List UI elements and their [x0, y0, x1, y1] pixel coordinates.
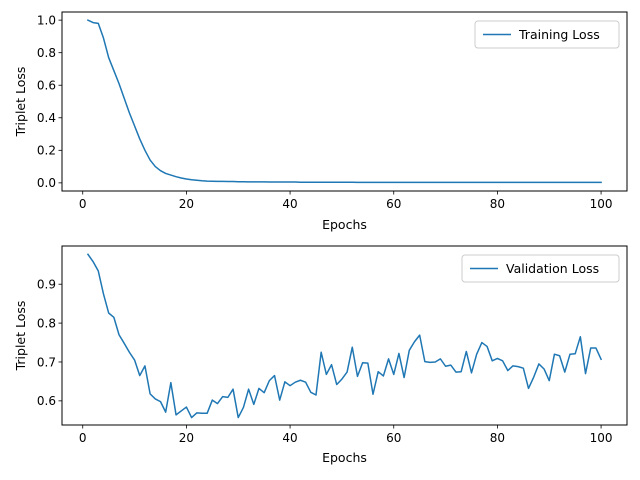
validation-legend-label: Validation Loss	[506, 261, 599, 276]
training-y-axis-label: Triplet Loss	[13, 67, 28, 138]
training-x-tick-label: 0	[79, 197, 87, 211]
validation-y-tick-label: 0.9	[37, 278, 56, 292]
training-x-tick-label: 100	[590, 197, 613, 211]
training-legend-box	[474, 20, 620, 49]
training-axes-frame	[61, 11, 628, 192]
training-legend-label: Training Loss	[518, 27, 600, 42]
validation-x-tick-label: 40	[282, 431, 297, 445]
training-y-tick-label: 0.2	[37, 144, 56, 158]
validation-x-tick-label: 60	[386, 431, 401, 445]
training-y-tick-label: 0.4	[37, 111, 56, 125]
training-loss-plot: 0 20 40 60 80 100 0.0 0.2 0.4 0.6 0.8 1.0 Epochs Trip…	[13, 11, 628, 232]
validation-axes-frame	[61, 245, 628, 426]
validation-legend: Validation Loss	[461, 254, 620, 283]
validation-series-line-0	[86, 253, 603, 419]
training-y-tick-label: 1.0	[37, 13, 56, 27]
training-y-tick-label: 0.6	[37, 79, 56, 93]
training-x-tick-label: 60	[386, 197, 401, 211]
validation-y-tick-label: 0.7	[37, 355, 56, 369]
validation-y-axis-label: Triplet Loss	[13, 301, 28, 372]
validation-y-tick-label: 0.6	[37, 394, 56, 408]
validation-x-axis-label: Epochs	[322, 450, 367, 465]
training-y-tick-label: 0.0	[37, 176, 56, 190]
training-y-tick-label: 0.8	[37, 46, 56, 60]
validation-legend-box	[461, 254, 620, 283]
validation-loss-plot: 0 20 40 60 80 100 0.6 0.7 0.8 0.9 Epochs Triplet Lo…	[13, 245, 628, 465]
validation-x-tick-label: 0	[79, 431, 87, 445]
training-x-tick-label: 40	[282, 197, 297, 211]
training-x-tick-label: 20	[179, 197, 194, 211]
validation-y-tick-label: 0.8	[37, 316, 56, 330]
validation-x-tick-label: 100	[590, 431, 613, 445]
training-legend: Training Loss	[474, 20, 620, 49]
validation-x-tick-label: 80	[490, 431, 505, 445]
training-x-axis-label: Epochs	[322, 217, 367, 232]
training-series-line-0	[86, 19, 602, 184]
training-x-tick-label: 80	[490, 197, 505, 211]
validation-x-tick-label: 20	[179, 431, 194, 445]
